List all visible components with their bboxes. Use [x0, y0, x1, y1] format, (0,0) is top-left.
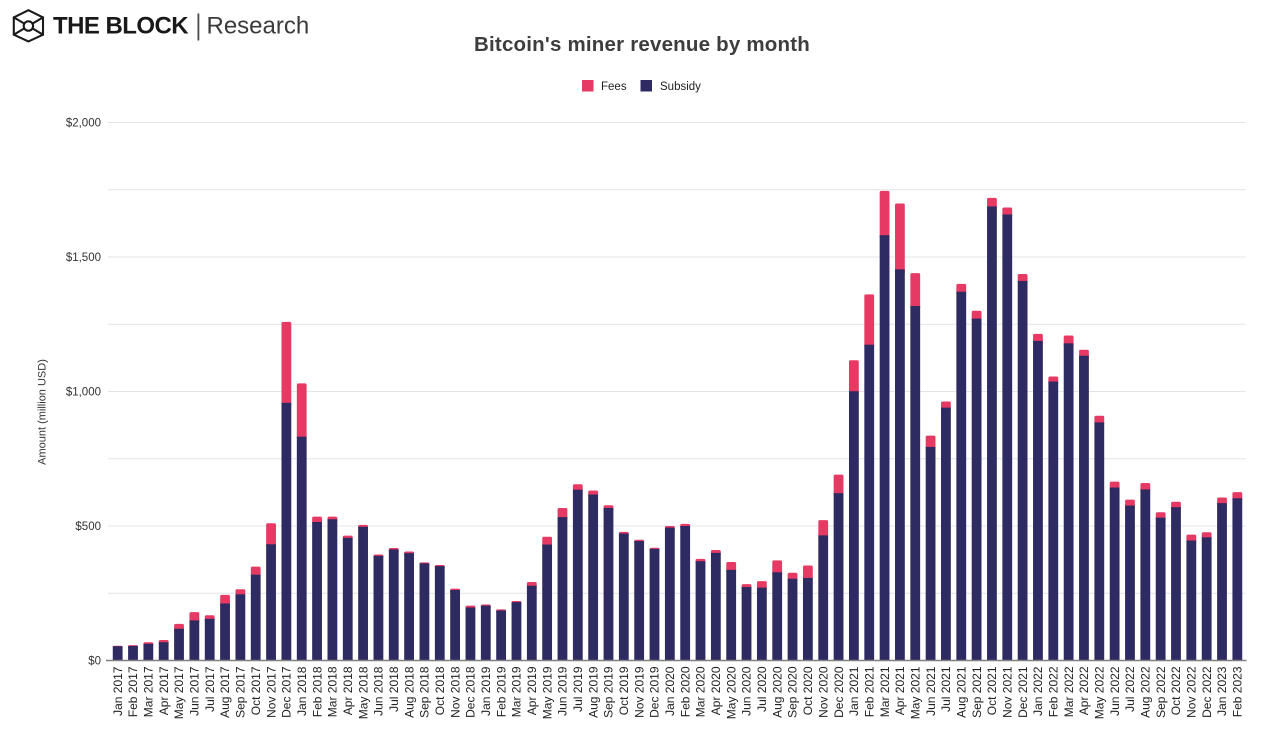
svg-text:Mar 2018: Mar 2018 — [326, 666, 340, 717]
svg-text:Feb 2018: Feb 2018 — [310, 666, 324, 717]
svg-text:Aug 2018: Aug 2018 — [402, 666, 416, 718]
svg-text:$1,500: $1,500 — [66, 252, 101, 264]
svg-text:Sep 2021: Sep 2021 — [970, 666, 984, 718]
svg-text:$1,000: $1,000 — [66, 387, 101, 399]
svg-text:Nov 2020: Nov 2020 — [816, 666, 830, 718]
svg-text:Jan 2021: Jan 2021 — [847, 666, 861, 716]
svg-text:Mar 2020: Mar 2020 — [694, 666, 708, 717]
svg-text:Aug 2022: Aug 2022 — [1139, 666, 1153, 718]
svg-text:Sep 2017: Sep 2017 — [234, 666, 248, 718]
svg-text:Feb 2023: Feb 2023 — [1231, 666, 1245, 717]
svg-text:Jun 2021: Jun 2021 — [924, 666, 938, 716]
svg-text:Jun 2020: Jun 2020 — [740, 666, 754, 716]
svg-text:Dec 2017: Dec 2017 — [280, 666, 294, 718]
svg-text:Nov 2019: Nov 2019 — [632, 666, 646, 718]
svg-text:Subsidy: Subsidy — [660, 81, 701, 93]
svg-text:Oct 2020: Oct 2020 — [801, 666, 815, 715]
svg-text:Jan 2020: Jan 2020 — [663, 666, 677, 716]
svg-text:May 2019: May 2019 — [540, 666, 554, 719]
svg-text:May 2022: May 2022 — [1093, 666, 1107, 719]
svg-text:Feb 2019: Feb 2019 — [494, 666, 508, 717]
svg-text:Research: Research — [207, 13, 310, 40]
svg-text:Oct 2017: Oct 2017 — [249, 666, 263, 715]
svg-text:Oct 2022: Oct 2022 — [1169, 666, 1183, 715]
svg-text:May 2017: May 2017 — [172, 666, 186, 719]
svg-text:Nov 2022: Nov 2022 — [1185, 666, 1199, 718]
svg-text:Mar 2022: Mar 2022 — [1062, 666, 1076, 717]
svg-text:Feb 2020: Feb 2020 — [678, 666, 692, 717]
svg-text:Jun 2017: Jun 2017 — [188, 666, 202, 716]
svg-text:Aug 2020: Aug 2020 — [770, 666, 784, 718]
svg-text:May 2021: May 2021 — [908, 666, 922, 719]
svg-text:Oct 2021: Oct 2021 — [985, 666, 999, 715]
svg-text:Aug 2019: Aug 2019 — [586, 666, 600, 718]
svg-text:Jan 2023: Jan 2023 — [1215, 666, 1229, 716]
svg-text:Jul 2020: Jul 2020 — [755, 666, 769, 712]
svg-text:Jan 2022: Jan 2022 — [1031, 666, 1045, 716]
svg-text:Sep 2022: Sep 2022 — [1154, 666, 1168, 718]
svg-text:Nov 2021: Nov 2021 — [1000, 666, 1014, 718]
svg-text:Apr 2022: Apr 2022 — [1077, 666, 1091, 715]
svg-text:Feb 2017: Feb 2017 — [126, 666, 140, 717]
svg-text:Sep 2020: Sep 2020 — [786, 666, 800, 718]
svg-text:Jun 2022: Jun 2022 — [1108, 666, 1122, 716]
svg-text:Feb 2021: Feb 2021 — [862, 666, 876, 717]
svg-text:Mar 2017: Mar 2017 — [142, 666, 156, 717]
svg-text:May 2018: May 2018 — [356, 666, 370, 719]
svg-text:Apr 2019: Apr 2019 — [525, 666, 539, 715]
svg-text:May 2020: May 2020 — [724, 666, 738, 719]
svg-text:Dec 2022: Dec 2022 — [1200, 666, 1214, 718]
svg-text:Jan 2019: Jan 2019 — [479, 666, 493, 716]
svg-text:Feb 2022: Feb 2022 — [1046, 666, 1060, 717]
svg-text:Fees: Fees — [601, 81, 627, 93]
svg-text:Apr 2020: Apr 2020 — [709, 666, 723, 715]
svg-text:Mar 2019: Mar 2019 — [510, 666, 524, 717]
svg-text:$500: $500 — [75, 521, 101, 533]
svg-text:Jul 2019: Jul 2019 — [571, 666, 585, 712]
svg-text:Amount (million USD): Amount (million USD) — [37, 359, 49, 465]
svg-text:Jul 2022: Jul 2022 — [1123, 666, 1137, 712]
svg-text:Dec 2020: Dec 2020 — [832, 666, 846, 718]
svg-text:Dec 2021: Dec 2021 — [1016, 666, 1030, 718]
svg-text:Apr 2021: Apr 2021 — [893, 666, 907, 715]
svg-text:Apr 2018: Apr 2018 — [341, 666, 355, 715]
svg-text:Sep 2019: Sep 2019 — [602, 666, 616, 718]
svg-text:Bitcoin's miner revenue by mon: Bitcoin's miner revenue by month — [474, 33, 810, 56]
svg-text:Aug 2021: Aug 2021 — [954, 666, 968, 718]
svg-text:Jul 2017: Jul 2017 — [203, 666, 217, 712]
svg-text:Jan 2018: Jan 2018 — [295, 666, 309, 716]
svg-text:Jul 2021: Jul 2021 — [939, 666, 953, 712]
svg-text:Aug 2017: Aug 2017 — [218, 666, 232, 718]
svg-text:$0: $0 — [88, 656, 101, 668]
svg-text:Jan 2017: Jan 2017 — [111, 666, 125, 716]
svg-text:Sep 2018: Sep 2018 — [418, 666, 432, 718]
svg-text:Nov 2017: Nov 2017 — [264, 666, 278, 718]
svg-text:Oct 2018: Oct 2018 — [433, 666, 447, 715]
svg-text:Nov 2018: Nov 2018 — [448, 666, 462, 718]
svg-text:Mar 2021: Mar 2021 — [878, 666, 892, 717]
svg-text:Oct 2019: Oct 2019 — [617, 666, 631, 715]
svg-text:Jun 2018: Jun 2018 — [372, 666, 386, 716]
svg-text:Jun 2019: Jun 2019 — [556, 666, 570, 716]
svg-text:$2,000: $2,000 — [66, 118, 101, 130]
svg-text:Dec 2019: Dec 2019 — [648, 666, 662, 718]
svg-text:Jul 2018: Jul 2018 — [387, 666, 401, 712]
svg-text:Dec 2018: Dec 2018 — [464, 666, 478, 718]
svg-text:Apr 2017: Apr 2017 — [157, 666, 171, 715]
svg-text:THE BLOCK: THE BLOCK — [53, 13, 189, 40]
